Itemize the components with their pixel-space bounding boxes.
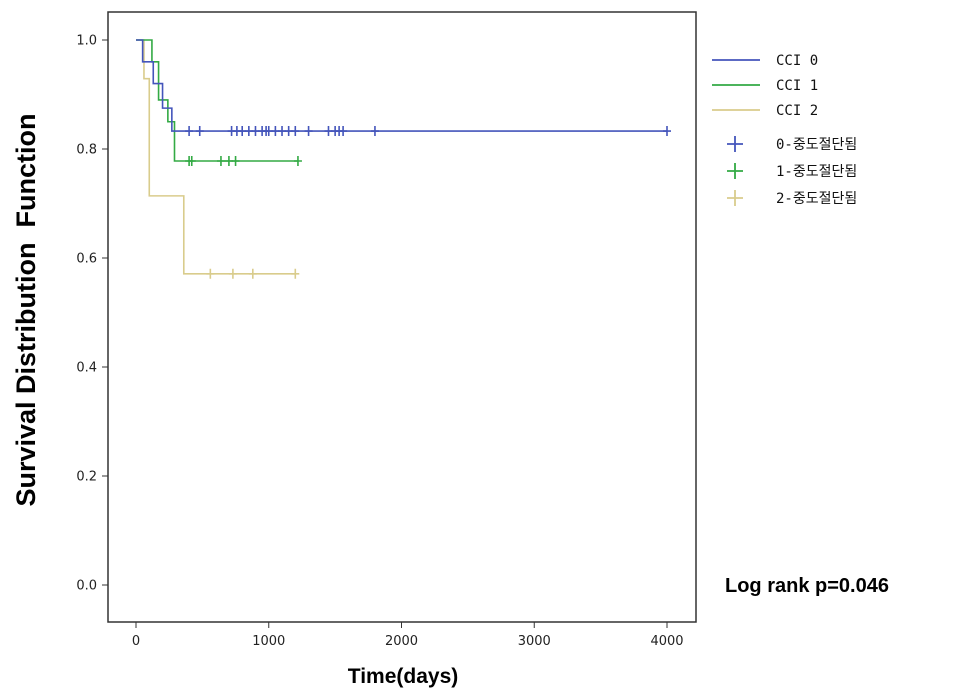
censor-mark: [663, 126, 671, 137]
censor-mark: [216, 155, 225, 166]
y-tick-label: 0.4: [76, 361, 97, 376]
y-tick-label: 0.6: [76, 252, 97, 267]
legend-censor-swatch: [727, 190, 743, 206]
legend: CCI 0 CCI 1 CCI 2 0-중도절단됨 1-중도절단됨 2-중도절단됨: [712, 53, 857, 207]
censor-mark: [248, 268, 257, 279]
x-tick-label: 3000: [518, 634, 551, 649]
censor-mark: [231, 155, 240, 166]
y-tick-label: 0.8: [76, 143, 97, 158]
censor-mark: [339, 126, 348, 137]
censor-mark: [291, 268, 300, 279]
censor-mark: [195, 126, 204, 137]
legend-label: CCI 2: [776, 103, 818, 119]
series-line-2: [136, 39, 296, 275]
censor-mark: [206, 268, 215, 279]
censor-mark: [304, 126, 313, 137]
x-tick-label: 0: [132, 634, 140, 649]
y-axis-title: Survival Distribution Function: [11, 113, 41, 506]
censor-mark: [291, 126, 300, 137]
y-tick-label: 0.2: [76, 470, 97, 485]
legend-label: CCI 0: [776, 53, 818, 69]
legend-label: 1-중도절단됨: [776, 164, 857, 180]
legend-label: CCI 1: [776, 78, 818, 94]
y-tick-label: 0.0: [76, 579, 97, 594]
x-axis-ticks: 0 1000 2000 3000 4000: [132, 622, 684, 649]
censor-mark: [185, 126, 194, 137]
y-axis-ticks: 0.0 0.2 0.4 0.6 0.8 1.0: [76, 34, 108, 594]
legend-label: 0-중도절단됨: [776, 137, 857, 153]
series-layer: [136, 39, 671, 279]
x-axis-title: Time(days): [348, 665, 459, 688]
plot-frame: [107, 11, 697, 623]
censor-mark: [370, 126, 379, 137]
x-tick-label: 1000: [252, 634, 285, 649]
x-tick-label: 4000: [650, 634, 683, 649]
legend-label: 2-중도절단됨: [776, 191, 857, 207]
x-tick-label: 2000: [385, 634, 418, 649]
legend-censor-swatch: [727, 163, 743, 179]
y-tick-label: 1.0: [76, 34, 97, 49]
log-rank-annotation: Log rank p=0.046: [725, 575, 889, 597]
series-line-0: [136, 39, 667, 132]
legend-censor-swatch: [727, 136, 743, 152]
censor-mark: [293, 155, 302, 166]
censor-mark: [187, 155, 196, 166]
censor-mark: [228, 268, 237, 279]
